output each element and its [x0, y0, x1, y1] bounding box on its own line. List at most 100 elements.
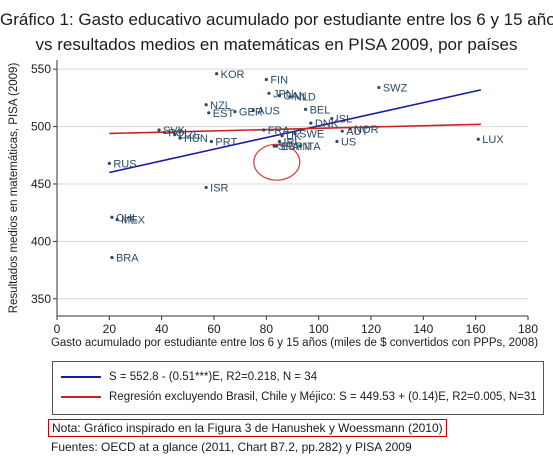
point-label-bel: BEL: [310, 104, 331, 116]
point-label-hun: HUN: [184, 133, 208, 145]
point-label-ger: GER: [239, 107, 263, 119]
y-tick-label-450: 450: [31, 177, 51, 191]
x-tick-label-160: 160: [466, 322, 486, 336]
x-tick-label-140: 140: [413, 322, 433, 336]
x-tick-label-100: 100: [309, 322, 329, 336]
y-tick-label-350: 350: [31, 292, 51, 306]
point-hun: [178, 136, 182, 140]
point-aus: [251, 108, 255, 113]
legend-swatch-red: [61, 395, 101, 398]
point-label-ita: ITA: [304, 141, 321, 153]
point-label-swz: SWZ: [383, 83, 408, 95]
x-tick-label-0: 0: [54, 322, 61, 336]
point-ita: [298, 144, 302, 148]
point-label-spain: SPAIN: [278, 141, 310, 153]
note: Nota: Gráfico inspirado en la Figura 3 d…: [48, 419, 447, 437]
point-us: [335, 139, 339, 144]
y-tick-label-550: 550: [31, 62, 51, 76]
point-label-aus: AUS: [257, 106, 280, 118]
x-axis-label: Gasto acumulado por estudiante entre los…: [51, 337, 538, 349]
point-label-swe: SWE: [299, 128, 324, 140]
sources: Fuentes: OECD at a glance (2011, Chart B…: [51, 440, 412, 454]
legend-label-excluding: Regresión excluyendo Brasil, Chile y Méj…: [109, 391, 537, 403]
chart-title-line2: vs resultados medios en matemáticas en P…: [35, 35, 518, 54]
regression-line-0: [109, 89, 482, 174]
legend-swatch-blue: [61, 375, 101, 378]
point-esp: [275, 144, 279, 148]
point-label-nld: NLD: [294, 92, 316, 104]
point-label-uk: UK: [286, 131, 302, 143]
y-tick-label-500: 500: [31, 120, 51, 134]
point-label-cze: CZE: [179, 130, 201, 142]
point-nor: [348, 127, 352, 131]
point-prt: [209, 139, 213, 144]
point-label-bra: BRA: [116, 252, 139, 264]
point-bel: [303, 107, 308, 111]
point-label-svk: SVK: [163, 125, 186, 137]
point-irl: [277, 139, 282, 144]
point-svk: [157, 128, 161, 132]
x-tick-label-40: 40: [155, 322, 169, 336]
plot-area: [57, 60, 528, 316]
point-cze: [173, 133, 177, 137]
point-fra: [262, 128, 266, 132]
point-swz: [377, 85, 381, 90]
point-label-can: CAN: [283, 91, 306, 103]
legend-entry-all: S = 552.8 - (0.51***)E, R2=0.218, N = 34: [61, 371, 317, 387]
point-spain: [272, 144, 276, 148]
x-tick-label-20: 20: [103, 322, 117, 336]
point-label-esp: ESP: [281, 141, 303, 153]
x-tick-label-120: 120: [361, 322, 381, 336]
point-isl: [330, 116, 334, 121]
y-axis-label: Resultados medios en matemáticas, PISA (…: [8, 63, 20, 314]
point-lux: [476, 137, 480, 141]
point-label-fra: FRA: [268, 125, 291, 137]
point-mex: [115, 217, 119, 222]
point-nld: [288, 95, 292, 99]
point-dnk: [309, 121, 313, 125]
point-label-us: US: [341, 137, 356, 149]
point-jpn: [267, 91, 271, 95]
point-nzl: [204, 103, 208, 107]
point-label-isl: ISL: [336, 114, 353, 126]
point-pol: [162, 130, 166, 134]
point-swe: [293, 131, 297, 136]
legend-label-all: S = 552.8 - (0.51***)E, R2=0.218, N = 34: [109, 371, 318, 383]
point-label-pol: POL: [168, 127, 190, 139]
point-label-isr: ISR: [210, 182, 228, 194]
chart-title-line1: Gráfico 1: Gasto educativo acumulado por…: [0, 10, 553, 29]
point-label-fin: FIN: [270, 75, 288, 87]
point-ger: [233, 110, 237, 114]
point-label-nzl: NZL: [210, 100, 231, 112]
point-fin: [264, 77, 268, 82]
point-bra: [110, 255, 114, 260]
point-label-lux: LUX: [482, 134, 504, 146]
point-label-est: EST: [213, 108, 235, 120]
point-label-kor: KOR: [221, 69, 245, 81]
x-tick-label-60: 60: [207, 322, 221, 336]
point-rus: [107, 161, 111, 165]
point-chl: [110, 215, 114, 219]
point-label-chl: CHL: [116, 212, 138, 224]
point-aut: [340, 129, 344, 133]
point-isr: [204, 185, 208, 190]
point-label-mex: MEX: [121, 215, 146, 227]
point-can: [277, 93, 282, 98]
regression-line-1: [109, 123, 481, 135]
highlight-circle: [253, 143, 301, 181]
point-label-rus: RUS: [113, 158, 136, 170]
point-label-prt: PRT: [215, 137, 237, 149]
x-tick-label-180: 180: [518, 322, 538, 336]
x-tick-label-80: 80: [260, 322, 274, 336]
point-kor: [215, 72, 219, 76]
legend-entry-excluding: Regresión excluyendo Brasil, Chile y Méj…: [61, 391, 537, 407]
point-label-irl: IRL: [283, 137, 300, 149]
point-label-aut: AUT: [346, 126, 368, 138]
y-tick-label-400: 400: [31, 234, 51, 248]
point-label-dnk: DNK: [315, 118, 339, 130]
point-uk: [280, 134, 284, 138]
point-est: [207, 111, 211, 115]
point-label-nor: NOR: [354, 124, 379, 136]
